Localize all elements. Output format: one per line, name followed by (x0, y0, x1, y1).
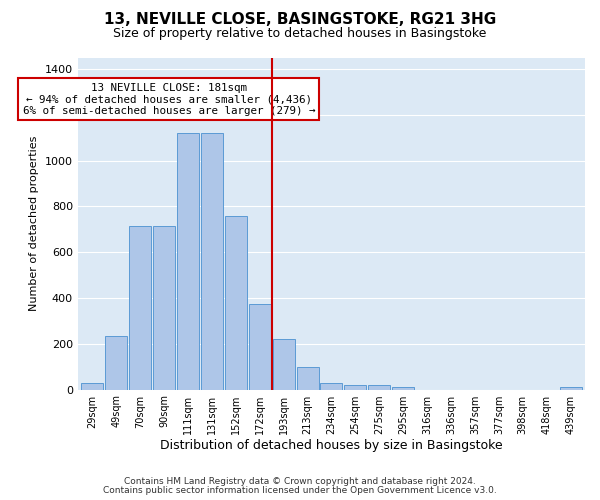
Text: Contains public sector information licensed under the Open Government Licence v3: Contains public sector information licen… (103, 486, 497, 495)
Y-axis label: Number of detached properties: Number of detached properties (29, 136, 40, 311)
Text: Contains HM Land Registry data © Crown copyright and database right 2024.: Contains HM Land Registry data © Crown c… (124, 477, 476, 486)
Text: 13 NEVILLE CLOSE: 181sqm
← 94% of detached houses are smaller (4,436)
6% of semi: 13 NEVILLE CLOSE: 181sqm ← 94% of detach… (23, 82, 315, 116)
Bar (153, 226, 175, 390)
Bar (272, 339, 295, 390)
Bar (320, 382, 343, 390)
Bar (368, 385, 390, 390)
Bar (177, 133, 199, 390)
Bar (560, 387, 581, 390)
Bar (296, 366, 319, 390)
Bar (225, 216, 247, 390)
Bar (392, 387, 414, 390)
Bar (201, 133, 223, 390)
Bar (81, 382, 103, 390)
X-axis label: Distribution of detached houses by size in Basingstoke: Distribution of detached houses by size … (160, 440, 503, 452)
Text: Size of property relative to detached houses in Basingstoke: Size of property relative to detached ho… (113, 28, 487, 40)
Bar (344, 384, 367, 390)
Bar (248, 304, 271, 390)
Bar (105, 336, 127, 390)
Text: 13, NEVILLE CLOSE, BASINGSTOKE, RG21 3HG: 13, NEVILLE CLOSE, BASINGSTOKE, RG21 3HG (104, 12, 496, 28)
Bar (129, 226, 151, 390)
